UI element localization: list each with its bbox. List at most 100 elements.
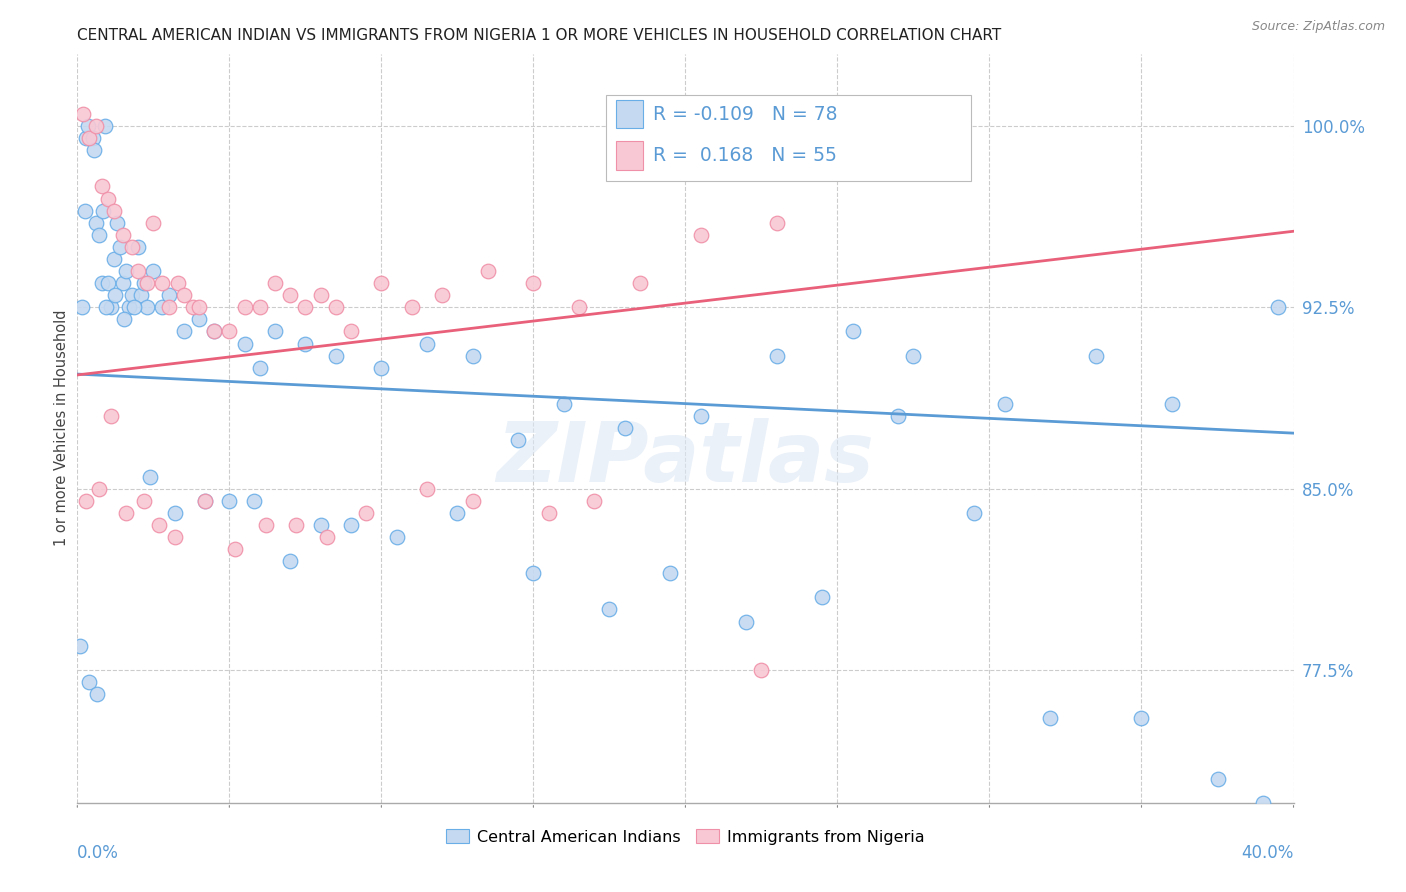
Point [568, 301, 591, 315]
Point [90, 179, 112, 194]
Point [1206, 772, 1229, 786]
Point [1084, 349, 1107, 363]
Point [613, 421, 636, 435]
Point [1267, 301, 1289, 315]
Point [370, 276, 392, 290]
Text: 0.0%: 0.0% [77, 844, 120, 862]
Point [86, 687, 108, 701]
Point [96, 301, 118, 315]
Point [249, 360, 271, 375]
Point [111, 227, 134, 242]
Point [90, 276, 112, 290]
Point [152, 276, 174, 290]
Point [79, 131, 101, 145]
Point [79, 675, 101, 690]
Point [887, 409, 910, 423]
Point [765, 349, 787, 363]
Point [264, 276, 287, 290]
Point [903, 349, 925, 363]
Point [115, 264, 138, 278]
Text: CENTRAL AMERICAN INDIAN VS IMMIGRANTS FROM NIGERIA 1 OR MORE VEHICLES IN HOUSEHO: CENTRAL AMERICAN INDIAN VS IMMIGRANTS FR… [77, 28, 1001, 43]
Point [121, 240, 143, 254]
Point [294, 301, 316, 315]
Point [188, 312, 211, 326]
Point [340, 517, 363, 532]
Point [278, 554, 301, 568]
Point [103, 203, 125, 218]
Point [118, 301, 141, 315]
Point [689, 409, 711, 423]
Point [70, 301, 93, 315]
Point [157, 288, 180, 302]
Point [325, 349, 347, 363]
Point [811, 591, 834, 605]
Point [508, 434, 530, 448]
Point [163, 506, 186, 520]
Point [188, 301, 211, 315]
Text: R =  0.168   N = 55: R = 0.168 N = 55 [652, 146, 837, 165]
Point [1039, 711, 1062, 725]
Point [233, 301, 256, 315]
Point [166, 276, 188, 290]
Point [841, 325, 863, 339]
Point [103, 252, 125, 266]
Point [136, 301, 159, 315]
Point [598, 602, 620, 616]
Point [84, 216, 107, 230]
Point [522, 276, 544, 290]
Point [994, 397, 1017, 411]
Point [735, 615, 758, 629]
Point [69, 639, 91, 653]
Point [77, 119, 100, 133]
Point [82, 131, 104, 145]
Point [129, 288, 152, 302]
Point [173, 288, 195, 302]
Text: 40.0%: 40.0% [1241, 844, 1294, 862]
Point [522, 566, 544, 581]
Point [73, 203, 96, 218]
Point [114, 312, 136, 326]
Point [385, 530, 408, 544]
Point [340, 325, 363, 339]
Point [134, 493, 156, 508]
Point [87, 482, 110, 496]
Point [75, 493, 97, 508]
Point [315, 530, 337, 544]
Text: ZIPatlas: ZIPatlas [496, 417, 875, 499]
Point [134, 276, 156, 290]
Point [689, 227, 711, 242]
Point [148, 517, 170, 532]
Point [628, 276, 651, 290]
Point [242, 493, 264, 508]
Point [218, 493, 240, 508]
Point [461, 349, 484, 363]
Point [1251, 796, 1274, 810]
Point [537, 506, 560, 520]
Point [285, 517, 308, 532]
Point [194, 493, 217, 508]
Point [104, 288, 127, 302]
Point [83, 143, 105, 157]
Point [194, 493, 217, 508]
Bar [616, 141, 643, 169]
Point [127, 264, 149, 278]
Point [152, 301, 174, 315]
Point [224, 541, 246, 556]
Point [583, 493, 606, 508]
Point [309, 288, 332, 302]
Point [91, 203, 114, 218]
Point [401, 301, 423, 315]
Point [142, 216, 165, 230]
Point [309, 517, 332, 532]
Point [181, 301, 204, 315]
Point [1130, 711, 1153, 725]
Point [659, 566, 682, 581]
Point [430, 288, 453, 302]
Point [354, 506, 377, 520]
Point [751, 663, 773, 677]
Point [254, 517, 277, 532]
Point [100, 301, 122, 315]
Point [75, 131, 97, 145]
Point [202, 325, 225, 339]
Text: R = -0.109   N = 78: R = -0.109 N = 78 [652, 104, 837, 124]
